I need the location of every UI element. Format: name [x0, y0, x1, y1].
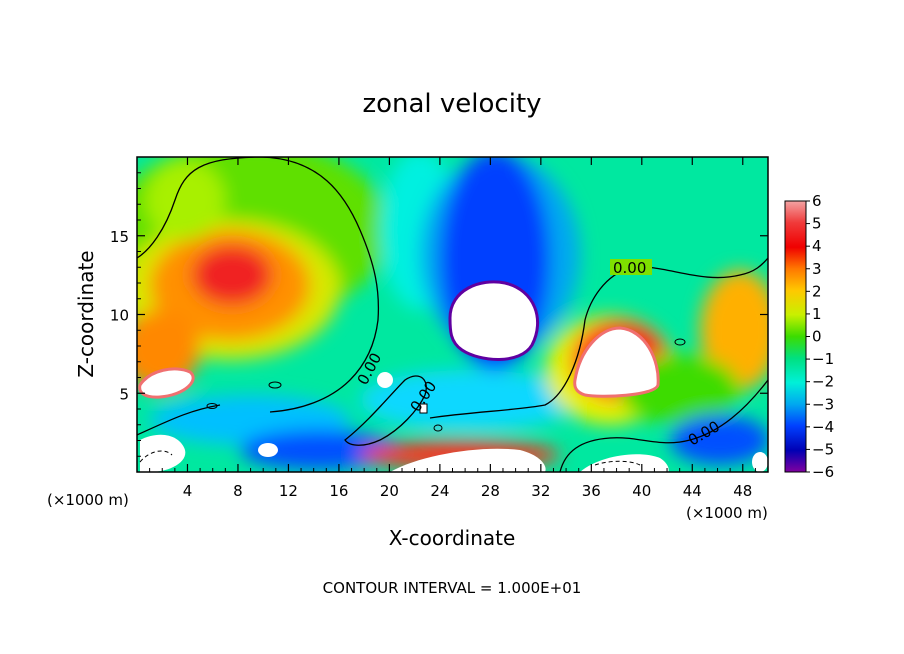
- contour-interval-note: CONTOUR INTERVAL = 1.000E+01: [323, 579, 582, 597]
- x-unit-left: (×1000 m): [47, 491, 129, 509]
- chart-title: zonal velocity: [362, 89, 541, 119]
- colorbar-tick-label: 0: [812, 328, 822, 346]
- colorbar-tick-label: −3: [812, 395, 834, 413]
- x-tick-label: 28: [481, 482, 500, 500]
- y-axis-label: Z-coordinate: [74, 250, 98, 377]
- colorbar-tick-label: 6: [812, 192, 822, 210]
- x-tick-label: 48: [733, 482, 752, 500]
- y-tick-label: 5: [119, 385, 129, 403]
- contour-label: 0.00: [613, 259, 646, 277]
- velocity-field: [137, 157, 768, 472]
- colorbar-tick-label: 4: [812, 237, 822, 255]
- x-tick-label: 8: [233, 482, 243, 500]
- colorbar-tick-label: 2: [812, 282, 822, 300]
- colorbar-tick-label: 3: [812, 260, 822, 278]
- x-tick-label: 4: [183, 482, 193, 500]
- colorbar-tick-label: −4: [812, 418, 834, 436]
- x-tick-label: 16: [329, 482, 348, 500]
- x-axis-ticks: 4 8 12 16 20 24 28 32 36 40 44 48: [149, 157, 756, 500]
- y-tick-label: 10: [110, 307, 129, 325]
- x-tick-label: 24: [430, 482, 449, 500]
- x-tick-label: 36: [582, 482, 601, 500]
- x-tick-label: 44: [683, 482, 702, 500]
- y-axis-ticks: 5 10 15: [110, 172, 768, 457]
- x-tick-label: 20: [380, 482, 399, 500]
- colorbar: 6 5 4 3 2 1 0 −1 −2 −3 −4 −5 −6: [784, 192, 834, 481]
- y-tick-label: 15: [110, 228, 129, 246]
- x-tick-label: 12: [279, 482, 298, 500]
- colorbar-tick-label: −1: [812, 350, 834, 368]
- colorbar-tick-label: −2: [812, 373, 834, 391]
- colorbar-tick-label: 5: [812, 215, 822, 233]
- x-tick-label: 40: [632, 482, 651, 500]
- colorbar-tick-label: −6: [812, 463, 834, 481]
- colorbar-tick-label: −5: [812, 440, 834, 458]
- colorbar-tick-label: 1: [812, 305, 822, 323]
- x-tick-label: 32: [531, 482, 550, 500]
- x-axis-label: X-coordinate: [389, 526, 516, 550]
- x-unit-right: (×1000 m): [686, 504, 768, 522]
